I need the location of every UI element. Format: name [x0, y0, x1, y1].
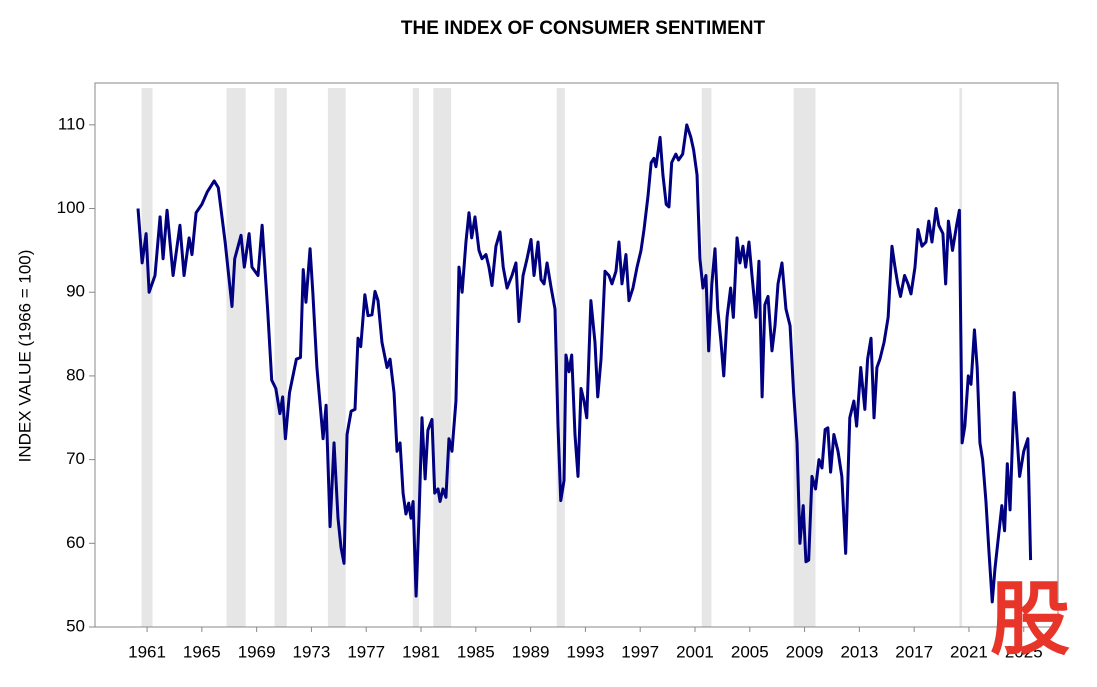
x-tick-label: 1969 — [238, 642, 276, 661]
recession-band — [141, 88, 153, 627]
recession-band — [433, 88, 452, 627]
chart-title: THE INDEX OF CONSUMER SENTIMENT — [401, 18, 766, 39]
x-tick-label: 1989 — [512, 642, 550, 661]
x-tick-label: 2001 — [676, 642, 714, 661]
recession-band — [412, 88, 419, 627]
x-tick-label: 1981 — [402, 642, 440, 661]
x-tick-label: 2025 — [1005, 642, 1043, 661]
recession-band — [226, 88, 246, 627]
y-tick-label: 60 — [66, 533, 85, 552]
y-axis-label: INDEX VALUE (1966 = 100) — [15, 250, 34, 463]
recession-band — [274, 88, 287, 627]
recession-band — [701, 88, 712, 627]
x-tick-label: 1965 — [183, 642, 221, 661]
x-tick-label: 2017 — [895, 642, 933, 661]
x-tick-label: 1977 — [347, 642, 385, 661]
x-tick-label: 1997 — [621, 642, 659, 661]
y-tick-label: 90 — [66, 282, 85, 301]
y-tick-label: 50 — [66, 616, 85, 635]
y-tick-label: 80 — [66, 365, 85, 384]
x-tick-label: 2009 — [786, 642, 824, 661]
x-tick-label: 2021 — [950, 642, 988, 661]
x-tick-label: 2005 — [731, 642, 769, 661]
plot-frame — [94, 82, 1059, 628]
y-tick-label: 70 — [66, 449, 85, 468]
y-tick-label: 100 — [57, 198, 85, 217]
recession-band — [556, 88, 565, 627]
x-tick-label: 1973 — [293, 642, 331, 661]
x-tick-label: 2013 — [840, 642, 878, 661]
x-tick-label: 1993 — [566, 642, 604, 661]
x-tick-label: 1961 — [128, 642, 166, 661]
x-tick-label: 1985 — [457, 642, 495, 661]
y-tick-label: 110 — [58, 114, 85, 133]
series-line — [136, 123, 1033, 604]
watermark: 股 — [990, 575, 1070, 664]
